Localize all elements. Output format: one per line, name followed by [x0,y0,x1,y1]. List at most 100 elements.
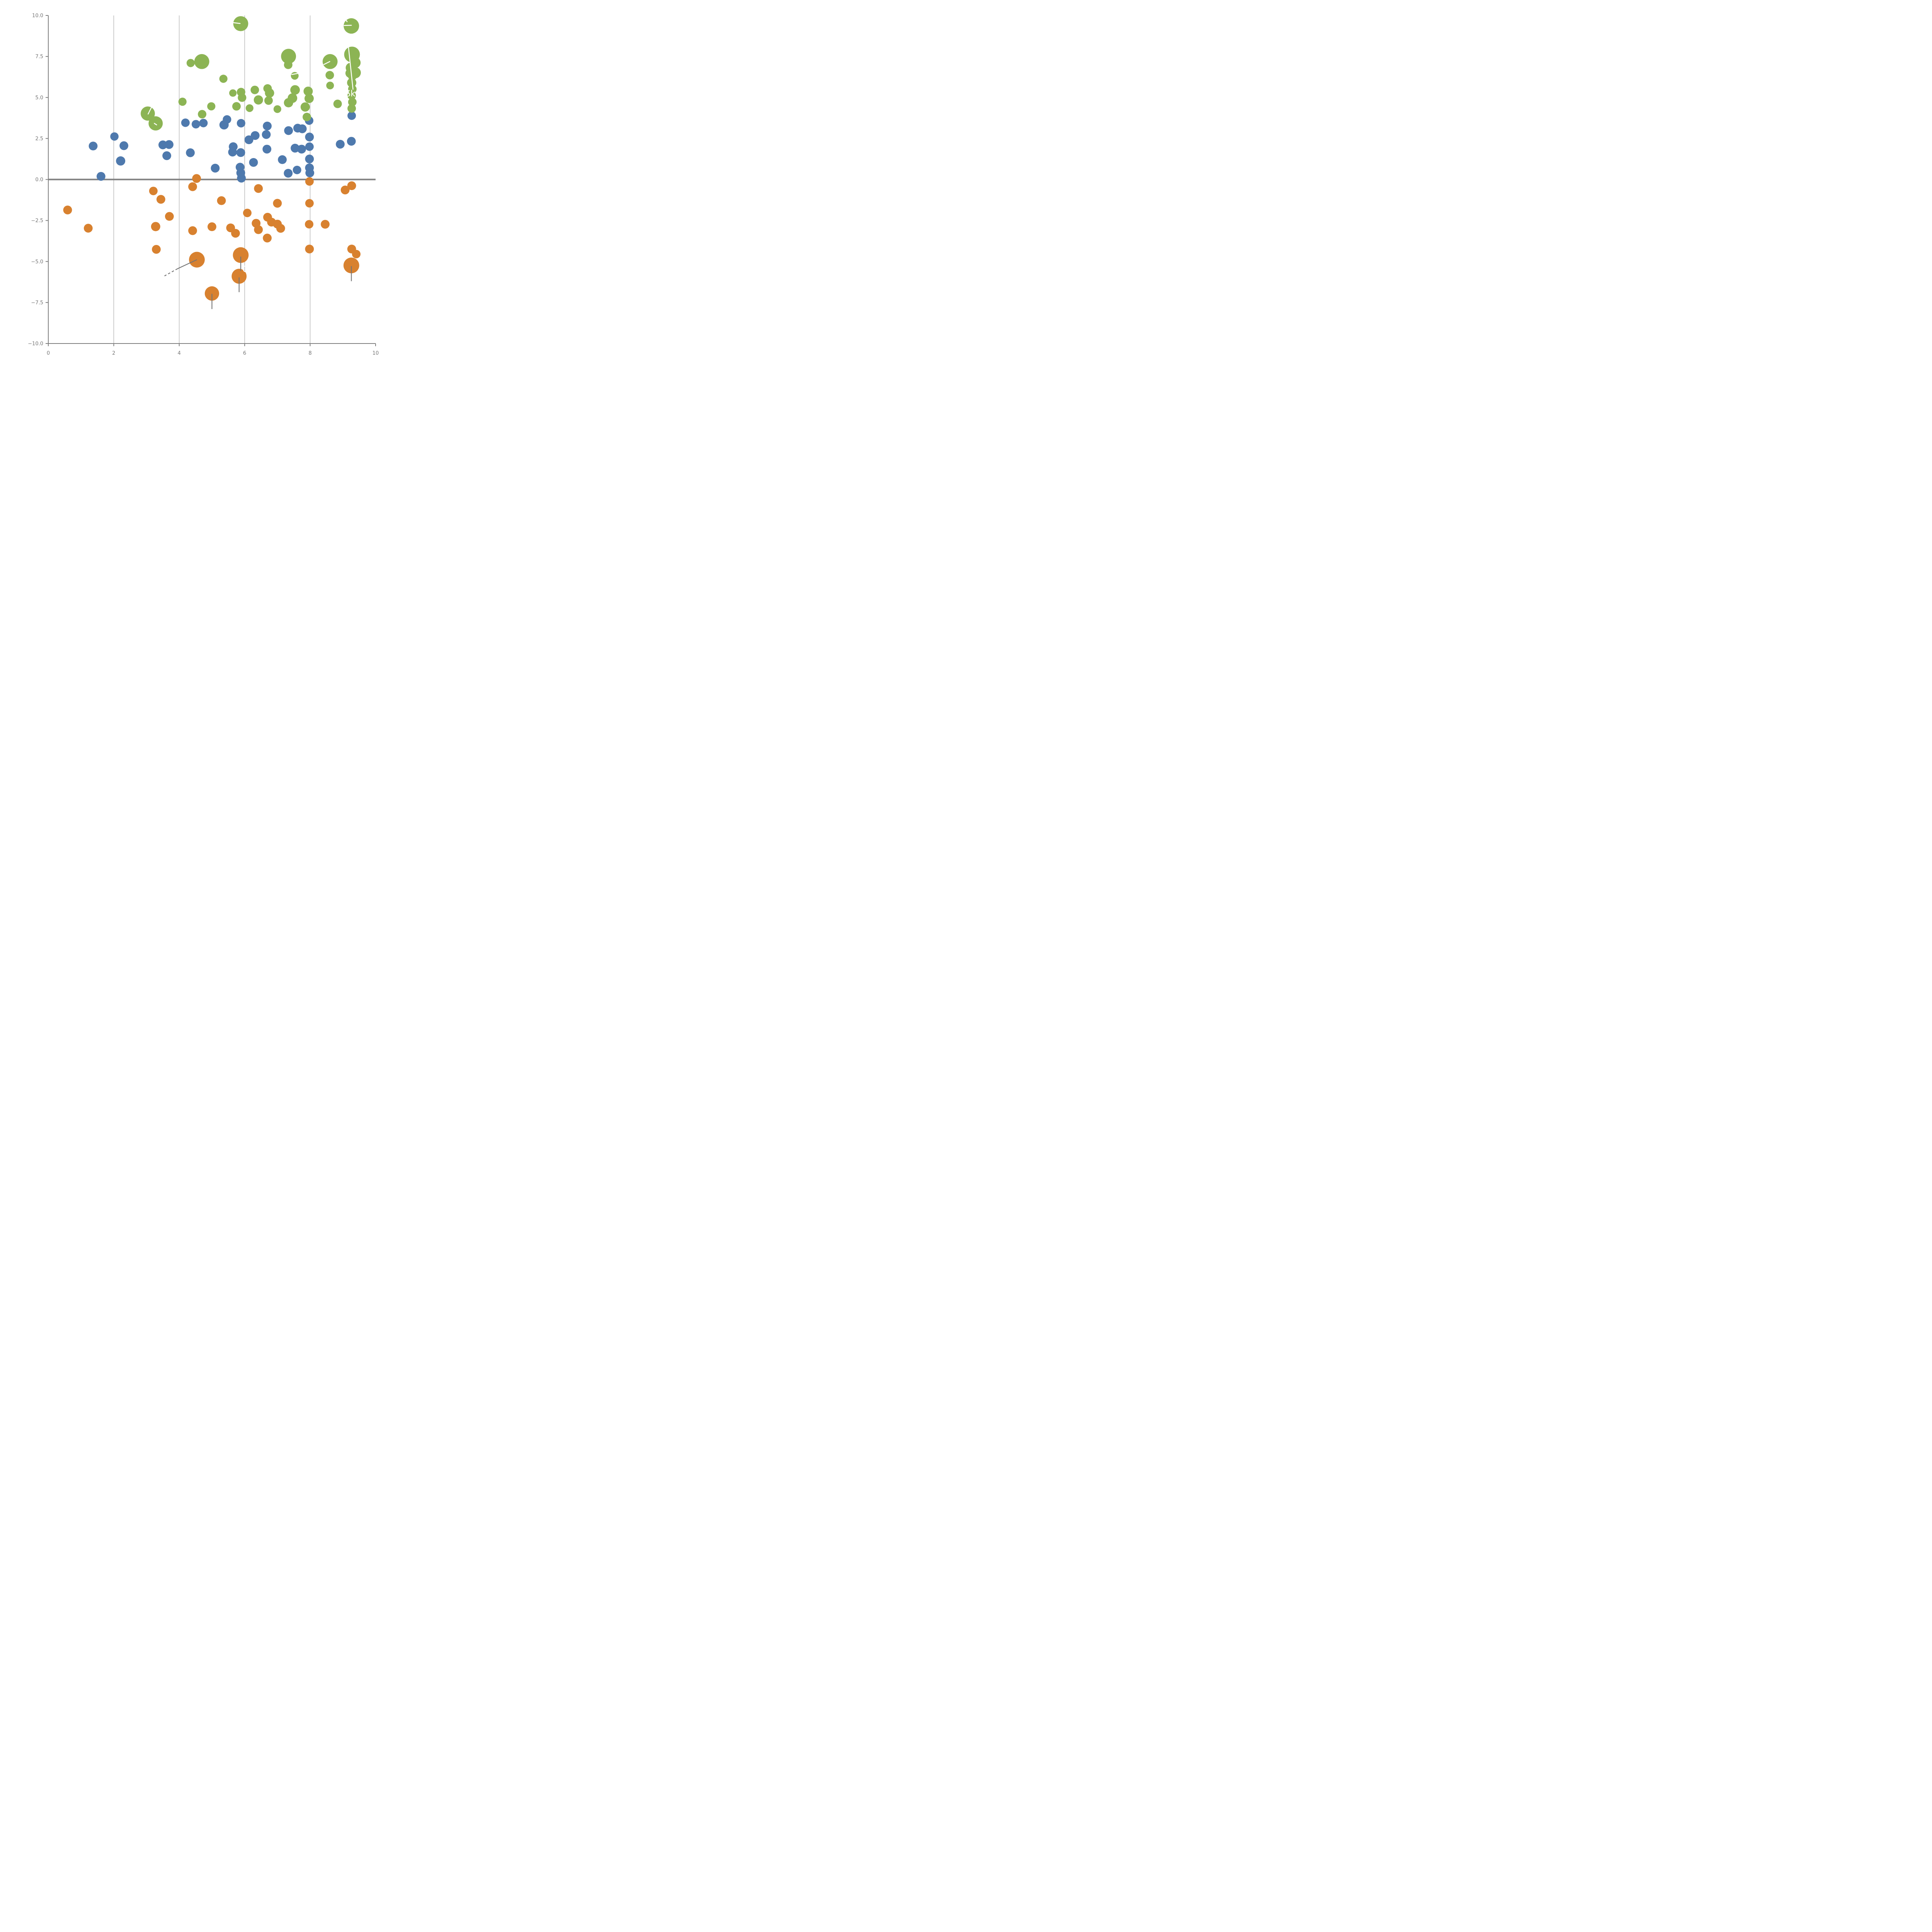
point-cluster-orange [152,245,161,254]
point-cluster-blue [191,120,200,129]
point-cluster-orange [347,181,356,190]
point-cluster-orange [305,245,314,253]
point-cluster-orange [231,269,247,284]
white-annotation-line [154,123,157,126]
series-cluster-green [141,16,361,131]
y-tick-label: 10.0 [32,13,43,19]
point-cluster-blue [211,163,220,173]
point-cluster-green [347,104,356,113]
point-cluster-blue [158,140,167,150]
point-cluster-orange [352,250,361,259]
point-cluster-blue [305,142,314,151]
x-tick-label: 2 [112,350,115,356]
point-cluster-orange [231,229,240,238]
white-annotation-line [233,22,241,24]
point-cluster-blue [165,140,173,149]
point-cluster-green [303,87,313,96]
x-tick-label: 8 [308,350,311,356]
point-cluster-green [250,85,259,94]
point-cluster-blue [119,141,129,150]
point-cluster-blue [347,111,356,120]
point-cluster-green [303,112,311,121]
point-cluster-green [219,75,228,83]
y-tick-label: 5.0 [35,95,43,101]
white-annotations: Sk C [148,19,355,290]
series-cluster-orange [63,174,361,301]
point-cluster-green [281,49,296,64]
point-cluster-green [207,102,216,111]
y-tick-label: 7.5 [35,54,43,60]
axes: 10.0 7.5 5.0 2.5 0.0 −2.5 −5.0 −7.5 −10.0 0 2 4 6 8 10 [28,13,379,357]
point-cluster-blue [250,131,260,140]
white-annotation-line [323,61,330,65]
x-tick-label: 0 [47,350,50,356]
point-cluster-blue [293,165,301,174]
white-annotation-line [291,73,299,75]
y-tick-label: −10.0 [28,341,43,347]
point-cluster-orange [204,286,219,301]
point-cluster-green [265,88,274,98]
y-tick-label: −5.0 [31,259,43,265]
point-cluster-green [348,98,357,107]
point-cluster-blue [347,137,356,146]
y-tick-label: 0.0 [35,177,43,183]
point-cluster-green [290,85,300,95]
point-cluster-blue [291,144,300,153]
point-cluster-orange [192,174,201,183]
point-cluster-green [198,110,207,119]
y-tick-label: −2.5 [31,218,43,224]
point-cluster-green [233,16,248,31]
point-cluster-orange [321,219,330,229]
point-cluster-green [300,102,310,112]
x-tick-label: 6 [243,350,246,356]
point-cluster-blue [88,141,98,151]
white-annotation-line [348,46,354,90]
point-cluster-blue [116,156,126,166]
white-annotation-text: C [242,265,248,274]
point-cluster-orange [305,177,314,186]
point-cluster-blue [262,145,272,154]
point-cluster-green [326,82,334,90]
point-cluster-blue [110,132,119,141]
point-cluster-green [344,18,359,34]
point-cluster-orange [305,199,314,208]
point-cluster-green [253,95,263,105]
point-cluster-orange [305,220,314,229]
point-cluster-blue [244,135,253,145]
point-cluster-blue [305,133,314,141]
point-cluster-orange [263,233,272,243]
point-cluster-blue [237,173,246,183]
point-cluster-blue [199,119,208,128]
point-cluster-blue [236,148,245,157]
point-cluster-orange [188,182,197,191]
point-cluster-green [348,85,357,94]
point-cluster-blue [162,151,172,160]
series-cluster-blue [88,111,356,183]
point-cluster-blue [263,121,272,131]
point-cluster-green [141,106,155,121]
point-cluster-green [232,102,241,111]
scatter-chart: 10.07.55.02.50.0−2.5−5.0−7.5−10.00 2 4 6 8 10… [0,0,386,386]
point-cluster-blue [278,155,287,164]
point-cluster-green [238,93,247,102]
point-cluster-orange [188,226,197,235]
point-cluster-orange [149,187,158,196]
point-cluster-orange [276,224,285,233]
point-cluster-green [304,94,314,103]
point-cluster-orange [165,212,174,221]
point-cluster-blue [336,139,345,149]
point-cluster-blue [96,172,105,181]
point-cluster-orange [273,199,282,208]
point-cluster-green [284,60,293,69]
point-cluster-green [245,104,253,112]
point-cluster-orange [63,206,72,214]
point-cluster-green [148,116,163,131]
point-cluster-green [229,89,237,97]
point-cluster-green [194,54,209,69]
point-cluster-orange [189,252,205,268]
point-cluster-blue [305,155,314,163]
y-tick-label: 2.5 [35,136,43,142]
point-cluster-orange [340,185,350,195]
point-cluster-orange [217,196,226,205]
point-cluster-green [284,98,293,107]
